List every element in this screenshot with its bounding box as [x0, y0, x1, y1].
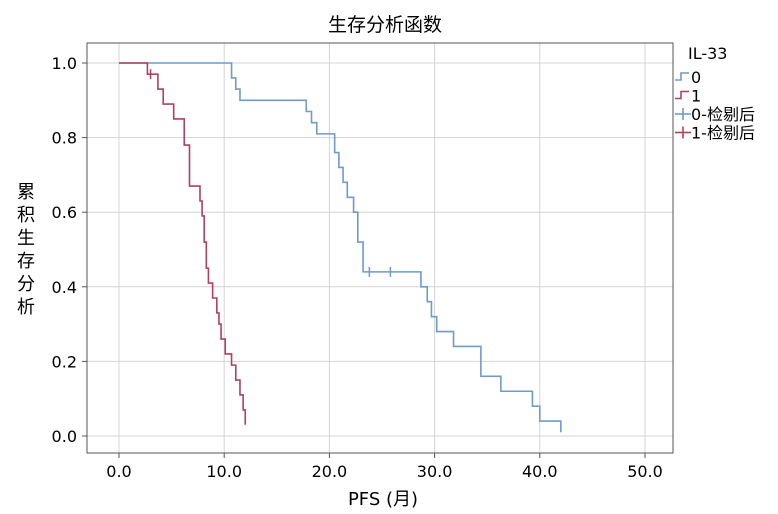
- x-tick-label: 20.0: [312, 462, 348, 481]
- y-tick-label: 1.0: [52, 54, 77, 73]
- legend-label: 0-检剔后: [691, 105, 755, 124]
- y-tick-label: 0.2: [52, 352, 77, 371]
- y-tick-label: 0.4: [52, 278, 77, 297]
- x-tick-label: 30.0: [417, 462, 453, 481]
- legend-title: IL-33: [688, 44, 727, 63]
- y-axis-label: 累积生存分析: [17, 182, 35, 318]
- y-tick-label: 0.6: [52, 203, 77, 222]
- grid: [87, 43, 673, 453]
- legend-swatch-step: [675, 72, 689, 81]
- legend-label: 1-检剔后: [691, 124, 755, 143]
- legend-label: 0: [691, 68, 701, 87]
- series-line-0: [119, 62, 562, 433]
- series-line-1: [119, 62, 247, 425]
- y-tick-label: 0.8: [52, 129, 77, 148]
- x-tick-label: 10.0: [206, 462, 242, 481]
- series-layer: [119, 62, 562, 433]
- chart-title: 生存分析函数: [328, 14, 442, 36]
- x-tick-label: 0.0: [106, 462, 131, 481]
- legend-label: 1: [691, 87, 701, 106]
- x-axis-label: PFS (月): [348, 489, 418, 510]
- x-tick-label: 50.0: [627, 462, 663, 481]
- y-axis-label-text: 累积生存分析: [17, 182, 35, 318]
- x-tick-label: 40.0: [522, 462, 558, 481]
- x-axis-ticks: 0.0 10.0 20.0 30.0 40.0 50.0: [106, 453, 663, 481]
- y-tick-label: 0.0: [52, 427, 77, 446]
- censor-layer: [149, 69, 392, 277]
- legend-swatch-step: [675, 90, 689, 100]
- y-axis-ticks: 0.0 0.2 0.4 0.6 0.8 1.0: [52, 54, 87, 446]
- plot-frame: [86, 42, 674, 454]
